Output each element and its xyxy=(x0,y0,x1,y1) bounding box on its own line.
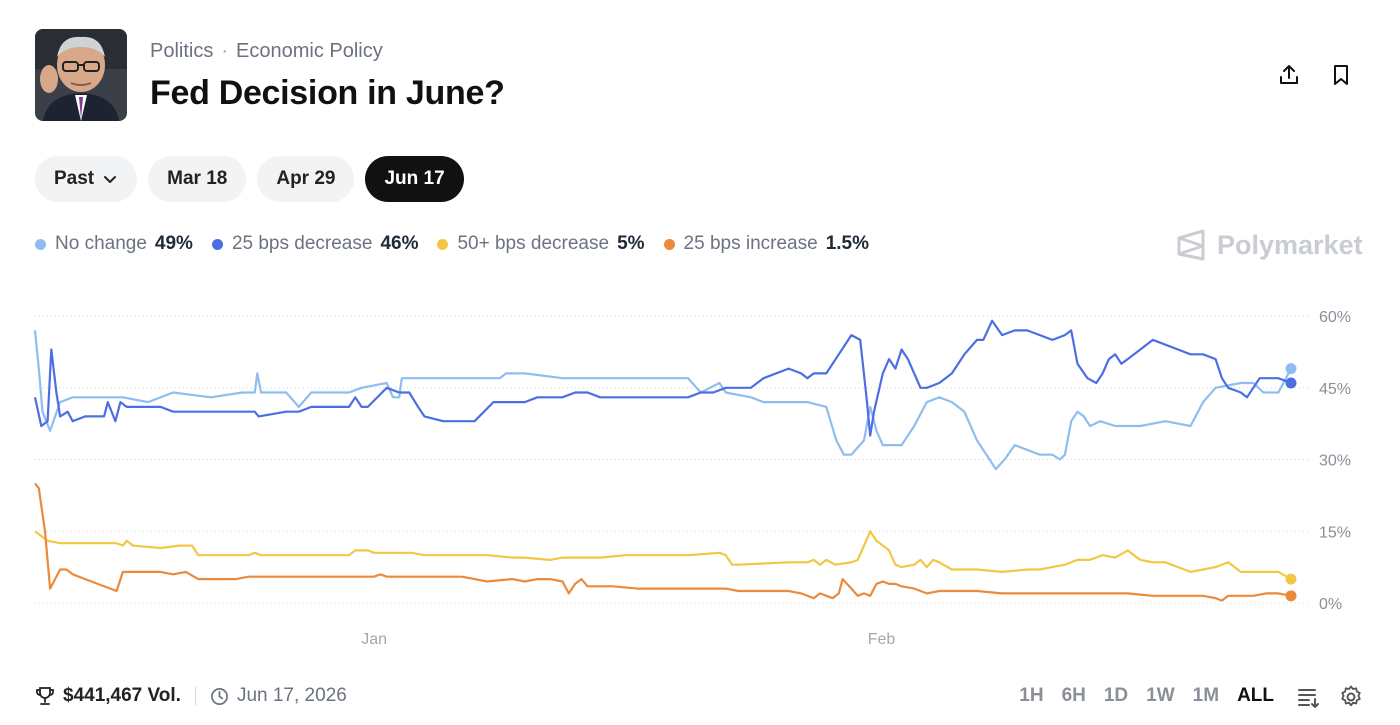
chart-grid: 0% 15% 30% 45% 60% xyxy=(35,309,1351,613)
legend-dot xyxy=(211,238,223,250)
legend-value: 49% xyxy=(154,233,193,254)
breadcrumb-separator: · xyxy=(221,40,229,62)
range-1h[interactable]: 1H xyxy=(1019,685,1044,706)
range-6h[interactable]: 6H xyxy=(1061,685,1086,706)
share-icon xyxy=(1280,65,1298,84)
share-button[interactable] xyxy=(1272,58,1306,92)
legend-dot xyxy=(437,238,449,250)
x-axis: Jan Feb xyxy=(361,631,895,648)
x-tick-label: Feb xyxy=(868,631,896,648)
legend-value: 1.5% xyxy=(825,233,869,254)
legend-item: 25 bps decrease 46% xyxy=(211,233,419,255)
volume-text: $441,467 Vol. xyxy=(63,685,181,706)
breadcrumb-category[interactable]: Politics xyxy=(150,40,214,62)
portrait-image xyxy=(35,29,127,121)
legend-label: 50+ bps decrease xyxy=(457,233,610,254)
polymarket-logo: Polymarket xyxy=(1175,228,1363,262)
y-tick-label: 60% xyxy=(1319,309,1351,326)
polymarket-icon xyxy=(1177,229,1205,261)
settings-gear-icon[interactable] xyxy=(1338,684,1364,710)
range-1w[interactable]: 1W xyxy=(1146,685,1175,706)
series-line xyxy=(33,330,1292,471)
end-date: Jun 17, 2026 xyxy=(236,685,347,706)
legend-value: 46% xyxy=(380,233,419,254)
y-tick-label: 45% xyxy=(1319,381,1351,398)
chart-endpoints xyxy=(1285,363,1297,602)
bookmark-icon xyxy=(1334,65,1348,85)
legend-label: 25 bps decrease xyxy=(231,233,373,254)
legend-label: No change xyxy=(55,233,147,254)
clock-icon xyxy=(210,687,228,705)
bookmark-button[interactable] xyxy=(1324,58,1358,92)
tab-past[interactable]: Past xyxy=(35,156,138,202)
chart-series xyxy=(33,319,1292,602)
legend-dot xyxy=(35,238,46,250)
series-endpoint xyxy=(1285,590,1297,602)
breadcrumb-subcategory[interactable]: Economic Policy xyxy=(236,40,383,62)
legend-label: 25 bps increase xyxy=(683,233,818,254)
tab-mar-18[interactable]: Mar 18 xyxy=(148,156,247,202)
chart-legend: No change 49% 25 bps decrease 46% 50+ bp… xyxy=(35,233,888,255)
market-footer: $441,467 Vol. Jun 17, 2026 xyxy=(35,685,347,707)
tab-apr-29[interactable]: Apr 29 xyxy=(257,156,355,202)
tab-jun-17[interactable]: Jun 17 xyxy=(365,156,464,202)
series-line xyxy=(33,319,1292,437)
page-title: Fed Decision in June? xyxy=(150,74,505,112)
series-line xyxy=(34,530,1292,581)
y-tick-label: 30% xyxy=(1319,453,1351,470)
legend-dot xyxy=(663,238,675,250)
filter-lines-icon[interactable] xyxy=(1296,684,1322,710)
range-1d[interactable]: 1D xyxy=(1103,685,1129,706)
range-all[interactable]: ALL xyxy=(1237,685,1274,706)
x-tick-label: Jan xyxy=(361,631,387,648)
footer-divider xyxy=(194,687,196,705)
y-tick-label: 15% xyxy=(1319,524,1351,541)
legend-item: 50+ bps decrease 5% xyxy=(437,233,645,255)
legend-item: No change 49% xyxy=(35,233,193,255)
legend-value: 5% xyxy=(617,233,645,254)
chevron-down-icon xyxy=(104,176,117,183)
range-1m[interactable]: 1M xyxy=(1192,685,1220,706)
tab-past-label: Past xyxy=(54,168,95,189)
y-tick-label: 0% xyxy=(1319,596,1342,613)
series-line xyxy=(34,482,1292,602)
date-tabs: Past Mar 18 Apr 29 Jun 17 xyxy=(35,156,464,202)
series-endpoint xyxy=(1285,377,1297,389)
trophy-icon xyxy=(36,687,54,705)
legend-item: 25 bps increase 1.5% xyxy=(663,233,869,255)
breadcrumb: Politics · Economic Policy xyxy=(150,40,383,63)
series-endpoint xyxy=(1285,363,1297,375)
price-chart[interactable]: 0% 15% 30% 45% 60% Jan Feb xyxy=(0,290,1400,660)
series-endpoint xyxy=(1285,573,1297,585)
market-avatar xyxy=(35,29,127,121)
time-range-selector: 1H 6H 1D 1W 1M ALL xyxy=(1019,685,1274,707)
brand-name: Polymarket xyxy=(1217,229,1363,260)
